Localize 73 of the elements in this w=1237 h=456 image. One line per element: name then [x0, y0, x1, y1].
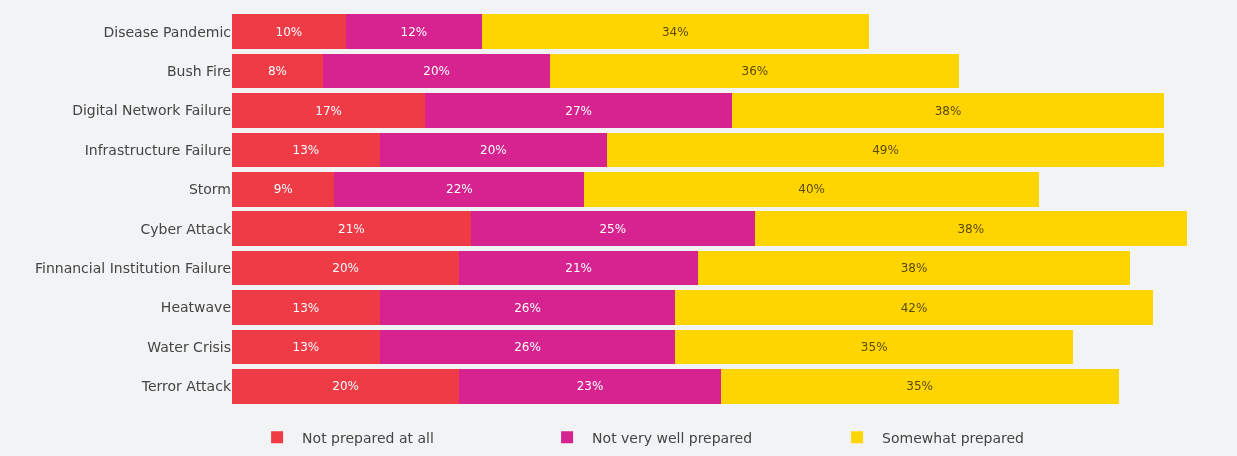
bar — [459, 250, 699, 286]
data-label: 20% — [332, 261, 359, 276]
bar — [550, 53, 960, 89]
data-label: 17% — [315, 103, 342, 118]
data-label: 36% — [741, 64, 769, 79]
y-tick-label: Disease Pandemic — [103, 23, 231, 40]
data-label: 38% — [957, 221, 985, 236]
data-label: 25% — [599, 221, 627, 236]
bar — [379, 132, 608, 168]
bar — [698, 250, 1130, 286]
data-label: 21% — [338, 221, 365, 236]
legend-label: Not very well prepared — [592, 429, 753, 446]
bar — [232, 290, 380, 325]
data-label: 21% — [565, 261, 592, 276]
data-label: 34% — [661, 24, 689, 39]
data-label: 13% — [292, 339, 320, 354]
y-tick-label: Water Crisis — [147, 338, 231, 355]
bar — [232, 93, 426, 128]
bar — [732, 93, 1165, 128]
bar — [720, 368, 1119, 404]
y-tick-label: Terror Attack — [140, 378, 232, 395]
bar — [232, 368, 460, 404]
bar — [459, 368, 721, 404]
data-label: 35% — [906, 379, 933, 394]
bar — [379, 290, 676, 325]
data-label: 20% — [332, 379, 359, 394]
data-label: 10% — [275, 24, 303, 39]
data-label: 8% — [267, 64, 287, 79]
bar — [322, 53, 551, 89]
bar — [470, 211, 755, 247]
data-label: 26% — [514, 339, 541, 354]
data-label: 38% — [900, 261, 928, 276]
legend-label: Somewhat prepared — [882, 429, 1025, 446]
data-label: 13% — [292, 142, 320, 157]
bar — [232, 132, 380, 168]
data-label: 35% — [860, 339, 888, 354]
data-label: 27% — [565, 103, 592, 118]
y-tick-label: Heatwave — [160, 299, 231, 316]
bar — [232, 14, 346, 50]
bar — [754, 211, 1187, 247]
bar — [675, 290, 1153, 325]
bar — [345, 14, 483, 50]
data-label: 26% — [514, 300, 541, 315]
data-label: 23% — [576, 379, 604, 394]
data-label: 22% — [445, 182, 473, 197]
data-label: 9% — [273, 182, 293, 197]
data-label: 40% — [798, 182, 826, 197]
data-label: 13% — [292, 300, 320, 315]
bar — [232, 53, 323, 89]
bar — [379, 329, 676, 365]
y-tick-label: Storm — [188, 181, 231, 198]
data-label: 49% — [872, 142, 899, 157]
legend-label: Not prepared at all — [302, 429, 434, 446]
y-tick-label: Bush Fire — [166, 63, 231, 79]
bar — [584, 171, 1039, 207]
bar — [232, 171, 335, 207]
bar — [334, 171, 585, 207]
bar — [425, 93, 733, 128]
y-tick-label: Cyber Attack — [140, 220, 232, 237]
data-label: 20% — [480, 142, 507, 157]
bar — [675, 329, 1074, 365]
y-tick-label: Finnancial Institution Failure — [35, 260, 231, 276]
bar — [232, 250, 460, 286]
data-label: 38% — [934, 103, 962, 118]
data-label: 20% — [423, 64, 450, 79]
bar — [232, 211, 471, 247]
y-tick-label: Digital Network Failure — [72, 102, 231, 119]
bar — [482, 14, 869, 50]
y-tick-label: Infrastructure Failure — [84, 141, 231, 158]
data-label: 42% — [900, 300, 928, 315]
bar — [232, 329, 380, 365]
bar — [607, 132, 1165, 168]
data-label: 12% — [400, 24, 428, 39]
